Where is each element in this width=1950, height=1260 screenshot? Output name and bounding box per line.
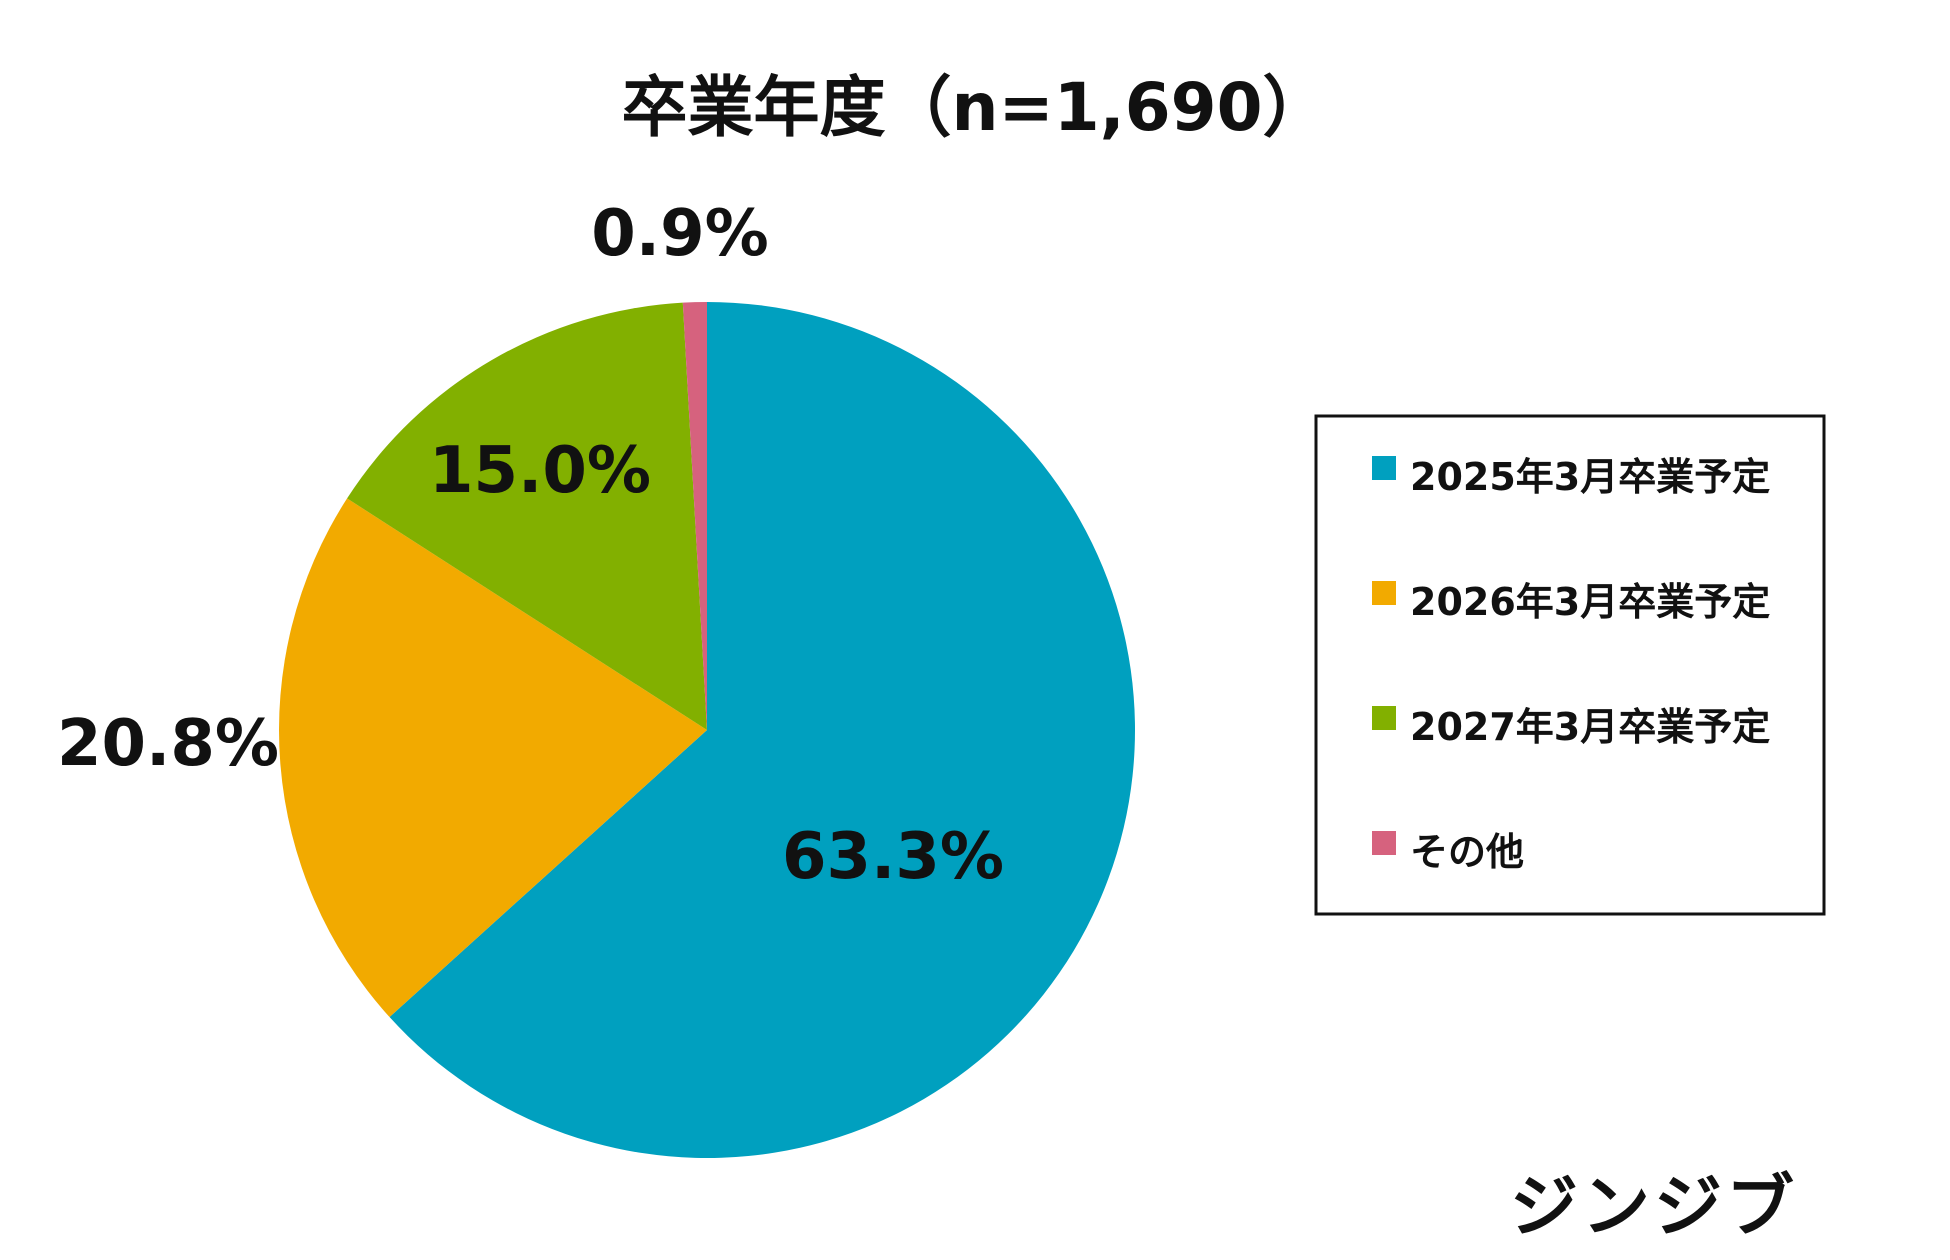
pie-data-labels: 63.3% 20.8% 15.0% 0.9% [57, 197, 1004, 894]
pie-slice [347, 302, 707, 730]
pie-data-label: 15.0% [429, 434, 651, 508]
legend-swatch [1372, 456, 1396, 480]
brand-logo: ジンジブ [1510, 1168, 1798, 1247]
legend-label: 2027年3月卒業予定 [1410, 705, 1770, 749]
legend-swatch [1372, 706, 1396, 730]
legend-label: その他 [1410, 830, 1524, 874]
chart-title: 卒業年度（n=1,690） [621, 69, 1328, 146]
pie-slices [279, 302, 1135, 1158]
pie-data-label: 0.9% [591, 197, 769, 271]
pie-data-label: 20.8% [57, 707, 279, 781]
legend-swatch [1372, 581, 1396, 605]
legend-swatch [1372, 831, 1396, 855]
legend-box [1314, 414, 1826, 916]
pie-data-label: 63.3% [782, 820, 1004, 894]
legend-label: 2026年3月卒業予定 [1410, 580, 1770, 624]
pie-slice [279, 498, 707, 1018]
legend-label: 2025年3月卒業予定 [1410, 455, 1770, 499]
pie-slice [389, 302, 1135, 1158]
pie-slice [682, 302, 707, 730]
